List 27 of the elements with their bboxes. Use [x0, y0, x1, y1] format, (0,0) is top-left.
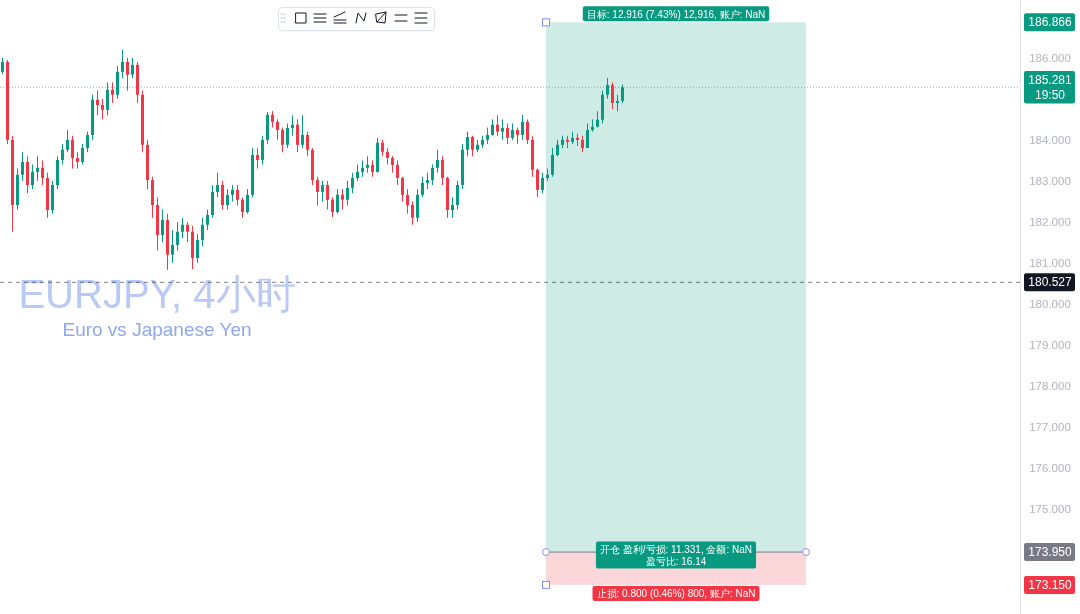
- tick-label: 173.950: [1024, 543, 1075, 562]
- tick-label: 178.000: [1029, 379, 1071, 392]
- tick-label: 186.866: [1024, 13, 1075, 32]
- subtitle: Euro vs Japanese Yen: [62, 318, 252, 340]
- price-tag: 180.527: [1024, 273, 1075, 292]
- tick-label: 186.000: [1029, 51, 1071, 64]
- band-label: 止损: 0.800 (0.46%) 800, 账户: NaN: [592, 585, 760, 601]
- price-tag: 185.281 19:50: [1024, 71, 1075, 104]
- tick-label: 179.000: [1029, 338, 1071, 351]
- title: EURJPY, 4小时: [18, 272, 296, 316]
- tick-label: 173.150: [1024, 575, 1075, 594]
- y-tick-label: 173.150: [1028, 577, 1073, 592]
- band-label: 目标: 12.916 (7.43%) 12,916, 账户: NaN: [582, 6, 770, 22]
- y-tick-label: 173.950: [1028, 545, 1073, 560]
- tick-label: 176.000: [1029, 462, 1071, 474]
- annotation: 开仓 盈利/亏损: 11.331, 金额: NaN 盈亏比: 16.14: [595, 541, 757, 569]
- tick-label: 175.000: [1029, 503, 1071, 515]
- band-label: 目标: 12.916 (7.43%) 12,916, 账户: NaN: [586, 8, 766, 20]
- tick-label: 181.000: [1029, 256, 1071, 269]
- y-tick-label: 186.866: [1028, 15, 1073, 30]
- tick-label: 183.000: [1029, 174, 1071, 187]
- tick-label: 184.000: [1029, 133, 1071, 146]
- ref-line-label: 180.527: [1028, 275, 1073, 290]
- tick-label: 180.000: [1029, 297, 1071, 310]
- tick-label: 177.000: [1029, 420, 1071, 433]
- tick-label: 182.000: [1029, 215, 1071, 228]
- band-label: 止损: 0.800 (0.46%) 800, 账户: NaN: [596, 587, 756, 599]
